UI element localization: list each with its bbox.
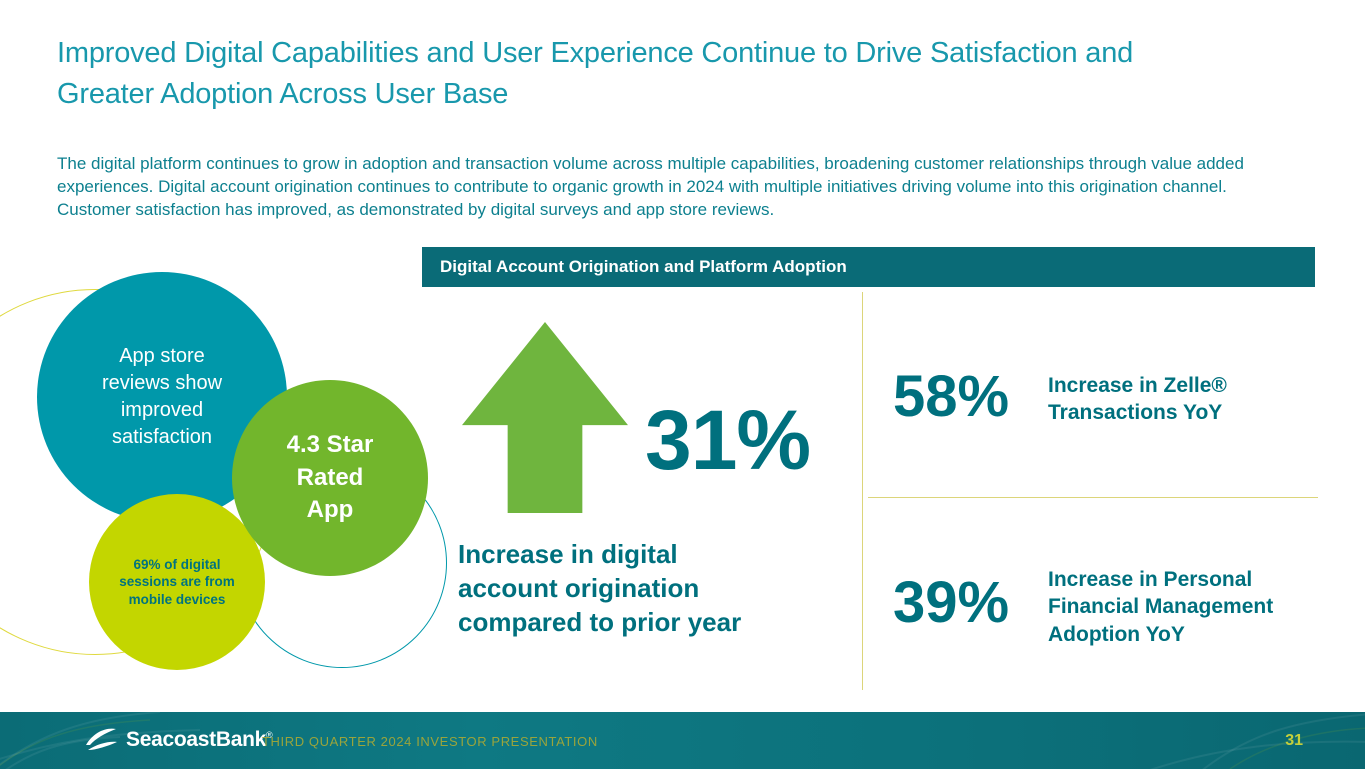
highlight-caption: Increase in digital account origination …: [458, 539, 742, 637]
horizontal-divider: [868, 497, 1318, 498]
bubble-app-store-label: App store reviews show improved satisfac…: [101, 345, 223, 448]
bubble-mobile-sessions: 69% of digital sessions are from mobile …: [89, 494, 265, 670]
stat-zelle-label: Increase in Zelle® Transactions YoY: [1048, 374, 1227, 425]
stat-pfm-value: 39%: [893, 570, 1010, 635]
brand-registered-mark: ®: [265, 730, 273, 740]
page-number: 31: [1285, 732, 1303, 749]
bubble-mobile-label: 69% of digital sessions are from mobile …: [119, 556, 235, 607]
brand-text: SeacoastBank: [126, 728, 266, 751]
footer-caption: THIRD QUARTER 2024 INVESTOR PRESENTATION: [262, 734, 598, 749]
brand-name: SeacoastBank®: [126, 728, 273, 752]
slide-title: Improved Digital Capabilities and User E…: [57, 37, 1134, 110]
seacoast-logo-icon: [86, 728, 117, 750]
footer-bar: SeacoastBank® THIRD QUARTER 2024 INVESTO…: [0, 712, 1365, 769]
section-banner: Digital Account Origination and Platform…: [422, 247, 1315, 287]
stat-zelle-value: 58%: [893, 364, 1010, 429]
vertical-divider: [862, 292, 863, 690]
highlight-value: 31%: [645, 393, 811, 487]
intro-paragraph: The digital platform continues to grow i…: [57, 154, 1244, 219]
bubble-rating-label: 4.3 Star Rated App: [286, 431, 374, 524]
stat-pfm-label: Increase in Personal Financial Managemen…: [1048, 568, 1274, 646]
section-banner-label: Digital Account Origination and Platform…: [440, 257, 847, 276]
up-arrow-icon: [462, 322, 628, 513]
bubble-app-rating: 4.3 Star Rated App: [232, 380, 428, 576]
seacoast-logo: SeacoastBank®: [84, 726, 273, 754]
